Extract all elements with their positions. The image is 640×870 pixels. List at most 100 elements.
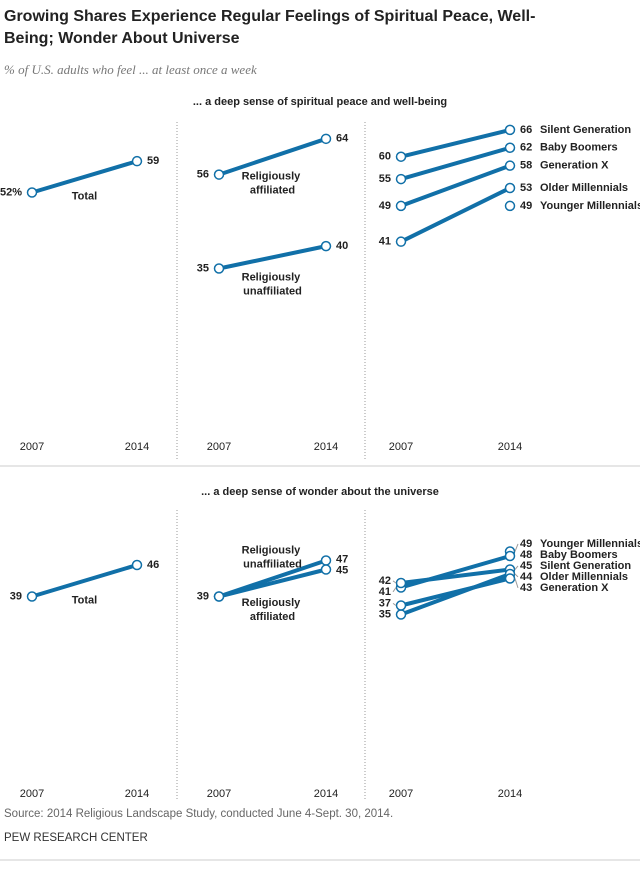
source: Source: 2014 Religious Landscape Study, … bbox=[4, 808, 394, 820]
point bbox=[395, 200, 407, 212]
leader-line bbox=[514, 578, 519, 589]
point bbox=[213, 169, 225, 180]
point bbox=[504, 550, 516, 562]
series-name: Baby Boomers bbox=[540, 142, 618, 154]
point bbox=[213, 591, 225, 602]
value-label: 55 bbox=[379, 173, 391, 185]
point bbox=[320, 564, 332, 575]
value-label: 59 bbox=[147, 155, 159, 167]
line bbox=[30, 159, 139, 195]
point bbox=[504, 573, 516, 584]
value-label: 66 bbox=[520, 124, 532, 136]
value-label: 39 bbox=[197, 590, 209, 602]
point bbox=[395, 173, 407, 185]
value-label: 58 bbox=[520, 160, 532, 172]
line bbox=[399, 163, 512, 208]
point bbox=[504, 182, 516, 194]
panel-heading: ... a deep sense of wonder about the uni… bbox=[201, 486, 439, 498]
value-label: 49 bbox=[520, 200, 532, 212]
line bbox=[217, 136, 328, 177]
value-label: 47 bbox=[336, 553, 348, 565]
point bbox=[395, 609, 407, 620]
value-label: 49 bbox=[520, 538, 532, 550]
leader-line bbox=[514, 565, 519, 570]
panel-heading: ... a deep sense of spiritual peace and … bbox=[193, 96, 447, 108]
value-label: 48 bbox=[520, 549, 532, 561]
leader-line bbox=[392, 602, 397, 606]
line bbox=[217, 244, 328, 271]
line bbox=[399, 567, 512, 585]
value-label: 45 bbox=[520, 560, 532, 572]
series-name: Younger Millennials bbox=[540, 538, 640, 550]
point bbox=[320, 240, 332, 252]
point bbox=[504, 200, 516, 212]
point bbox=[320, 133, 332, 145]
series-name: Religiously unaffiliated bbox=[242, 544, 304, 570]
title: Growing Shares Experience Regular Feelin… bbox=[4, 8, 536, 47]
credit: PEW RESEARCH CENTER bbox=[4, 832, 148, 844]
line bbox=[399, 576, 512, 608]
point bbox=[395, 151, 407, 162]
value-label: 56 bbox=[197, 169, 209, 181]
line bbox=[399, 145, 512, 182]
value-label: 62 bbox=[520, 142, 532, 154]
series-name: Baby Boomers bbox=[540, 549, 618, 561]
leader-line bbox=[514, 573, 519, 578]
line bbox=[30, 563, 139, 599]
value-label: 46 bbox=[147, 559, 159, 571]
x-tick-label: 2014 bbox=[125, 788, 149, 800]
series-name: Religiously unaffiliated bbox=[242, 271, 304, 297]
value-label: 35 bbox=[197, 262, 209, 274]
leader-line bbox=[392, 587, 397, 593]
subtitle: % of U.S. adults who feel ... at least o… bbox=[4, 62, 257, 77]
value-label: 52% bbox=[0, 186, 22, 198]
value-label: 40 bbox=[336, 240, 348, 252]
value-label: 37 bbox=[379, 597, 391, 609]
x-tick-label: 2014 bbox=[314, 441, 338, 453]
series-name: Older Millennials bbox=[540, 571, 628, 583]
x-tick-label: 2014 bbox=[314, 788, 338, 800]
value-label: 49 bbox=[379, 200, 391, 212]
point bbox=[395, 600, 407, 611]
value-label: 44 bbox=[520, 571, 533, 583]
value-label: 60 bbox=[379, 151, 391, 163]
series-name: Generation X bbox=[540, 160, 609, 172]
x-tick-label: 2007 bbox=[389, 788, 413, 800]
series-name: Religiously affiliated bbox=[242, 597, 304, 623]
leader-line bbox=[392, 580, 397, 584]
series-name: Generation X bbox=[540, 582, 609, 594]
line bbox=[217, 567, 328, 599]
line bbox=[399, 572, 512, 617]
x-tick-label: 2014 bbox=[498, 441, 522, 453]
value-label: 35 bbox=[379, 608, 391, 620]
value-label: 41 bbox=[379, 586, 391, 598]
value-label: 39 bbox=[10, 590, 22, 602]
x-tick-label: 2007 bbox=[207, 441, 231, 453]
value-label: 53 bbox=[520, 182, 532, 194]
x-tick-label: 2007 bbox=[389, 441, 413, 453]
value-label: 45 bbox=[336, 564, 348, 576]
value-label: 41 bbox=[379, 236, 391, 248]
point bbox=[504, 124, 516, 136]
point bbox=[131, 559, 143, 571]
series-name: Total bbox=[72, 191, 97, 203]
x-tick-label: 2007 bbox=[20, 441, 44, 453]
point bbox=[213, 263, 225, 274]
series-name: Older Millennials bbox=[540, 182, 628, 194]
series-name: Religiously affiliated bbox=[242, 171, 304, 197]
series-name: Silent Generation bbox=[540, 560, 631, 572]
point bbox=[504, 160, 516, 171]
x-tick-label: 2007 bbox=[207, 788, 231, 800]
leader-line bbox=[514, 543, 519, 552]
point bbox=[320, 555, 332, 566]
point bbox=[395, 577, 407, 589]
point bbox=[26, 187, 38, 198]
series-name: Total bbox=[72, 595, 97, 607]
point bbox=[131, 155, 143, 167]
value-label: 42 bbox=[379, 575, 391, 587]
value-label: 43 bbox=[520, 582, 532, 594]
value-label: 64 bbox=[336, 133, 349, 145]
series-name: Younger Millennials bbox=[540, 200, 640, 212]
